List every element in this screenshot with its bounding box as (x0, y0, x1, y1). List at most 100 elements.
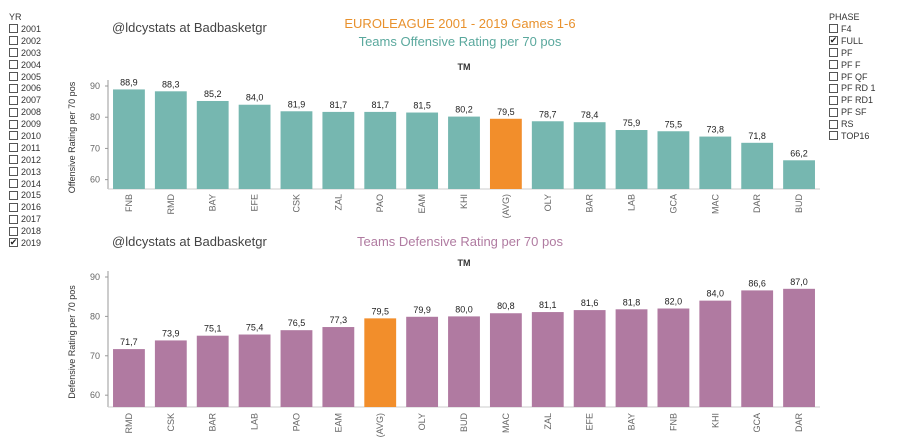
phase-option-top16[interactable]: TOP16 (829, 130, 899, 142)
year-checkbox[interactable] (9, 131, 18, 141)
phase-filter: PHASE F4 ✔ FULL PF PF F PF QF PF RD 1 PF RD1 PF … (829, 12, 899, 142)
phase-option-pf-f[interactable]: PF F (829, 59, 899, 71)
year-option-2016[interactable]: 2016 (9, 201, 69, 213)
phase-option-pf[interactable]: PF (829, 47, 899, 59)
phase-option-label: TOP16 (841, 130, 870, 141)
year-option-2004[interactable]: 2004 (9, 59, 69, 71)
y-tick-label: 90 (90, 272, 100, 282)
bar-value-label: 81,6 (581, 298, 599, 308)
year-option-2007[interactable]: 2007 (9, 94, 69, 106)
x-tick-label: (AVG) (501, 194, 511, 218)
year-checkbox[interactable] (9, 143, 18, 153)
x-tick-label: LAB (250, 413, 260, 430)
year-checkbox[interactable] (9, 119, 18, 129)
year-checkbox[interactable] (9, 155, 18, 165)
year-checkbox[interactable] (9, 190, 18, 200)
year-option-2009[interactable]: 2009 (9, 118, 69, 130)
year-option-2006[interactable]: 2006 (9, 82, 69, 94)
year-checkbox[interactable] (9, 83, 18, 93)
phase-checkbox[interactable] (829, 24, 838, 34)
year-option-2001[interactable]: 2001 (9, 23, 69, 35)
defense-chart-title: Teams Defensive Rating per 70 pos (357, 234, 563, 249)
year-checkbox[interactable] (9, 179, 18, 189)
year-checkbox[interactable] (9, 72, 18, 81)
phase-checkbox[interactable] (829, 119, 838, 129)
year-checkbox[interactable] (9, 24, 18, 34)
year-option-2018[interactable]: 2018 (9, 225, 69, 237)
bar-dar (783, 288, 815, 407)
phase-option-f4[interactable]: F4 (829, 23, 899, 35)
bar-pao (280, 330, 313, 407)
year-checkbox[interactable] (9, 167, 18, 177)
year-option-2012[interactable]: 2012 (9, 154, 69, 166)
year-checkbox[interactable] (9, 95, 18, 105)
year-checkbox[interactable] (9, 202, 18, 212)
phase-checkbox[interactable] (829, 60, 838, 70)
bar-value-label: 81,5 (413, 101, 431, 111)
year-option-2005[interactable]: 2005 (9, 71, 69, 83)
phase-filter-list: F4 ✔ FULL PF PF F PF QF PF RD 1 PF RD1 PF SF RS TO… (829, 23, 899, 142)
bar-value-label: 77,3 (330, 315, 348, 325)
year-checkbox[interactable] (9, 48, 18, 58)
bar-value-label: 75,1 (204, 324, 222, 334)
phase-option-pf-sf[interactable]: PF SF (829, 106, 899, 118)
bar-bar (196, 335, 229, 407)
x-tick-label: GCA (668, 194, 678, 214)
bar-bud (448, 316, 480, 407)
year-option-2013[interactable]: 2013 (9, 166, 69, 178)
year-checkbox[interactable] (9, 214, 18, 224)
bar-avg (364, 318, 397, 407)
bar-gca (657, 131, 690, 189)
bar-value-label: 84,0 (707, 289, 725, 299)
year-option-2017[interactable]: 2017 (9, 213, 69, 225)
bar-value-label: 71,7 (120, 337, 138, 347)
year-option-2019[interactable]: ✔ 2019 (9, 237, 69, 249)
phase-option-label: PF (841, 47, 853, 58)
year-option-2015[interactable]: 2015 (9, 189, 69, 201)
phase-option-rs[interactable]: RS (829, 118, 899, 130)
year-checkbox[interactable]: ✔ (9, 237, 18, 248)
x-tick-label: CSK (291, 194, 301, 213)
year-option-2014[interactable]: 2014 (9, 178, 69, 190)
phase-checkbox[interactable] (829, 95, 838, 105)
bar-efe (573, 310, 606, 407)
year-option-2002[interactable]: 2002 (9, 35, 69, 47)
phase-option-full[interactable]: ✔ FULL (829, 35, 899, 47)
y-tick-label: 70 (90, 351, 100, 361)
phase-checkbox[interactable] (829, 48, 838, 58)
year-checkbox[interactable] (9, 60, 18, 70)
phase-checkbox[interactable] (829, 72, 838, 81)
bar-value-label: 73,8 (707, 125, 725, 135)
phase-option-label: FULL (841, 35, 864, 46)
year-checkbox[interactable] (9, 36, 18, 46)
year-option-2003[interactable]: 2003 (9, 47, 69, 59)
bar-value-label: 80,8 (497, 301, 515, 311)
offense-chart-title: Teams Offensive Rating per 70 pos (358, 34, 562, 49)
phase-checkbox[interactable]: ✔ (829, 35, 838, 46)
phase-option-pf-rd1[interactable]: PF RD1 (829, 94, 899, 106)
x-tick-label: (AVG) (375, 413, 385, 437)
year-option-2011[interactable]: 2011 (9, 142, 69, 154)
phase-checkbox[interactable] (829, 131, 838, 141)
year-option-2010[interactable]: 2010 (9, 130, 69, 142)
bar-fnb (657, 308, 690, 407)
year-option-2008[interactable]: 2008 (9, 106, 69, 118)
x-tick-label: MAC (710, 194, 720, 215)
x-tick-label: LAB (627, 194, 637, 211)
year-filter: YR 2001 2002 2003 2004 2005 2006 2007 2008 2009 2… (9, 12, 69, 249)
y-tick-label: 60 (90, 175, 100, 185)
year-checkbox[interactable] (9, 107, 18, 117)
bar-eam (406, 112, 439, 189)
phase-option-pf-rd-1[interactable]: PF RD 1 (829, 82, 899, 94)
phase-option-pf-qf[interactable]: PF QF (829, 71, 899, 83)
x-tick-label: RMD (124, 413, 134, 434)
year-filter-list: 2001 2002 2003 2004 2005 2006 2007 2008 2009 2010… (9, 23, 69, 249)
year-checkbox[interactable] (9, 226, 18, 236)
x-tick-label: FNB (124, 194, 134, 212)
phase-checkbox[interactable] (829, 107, 838, 117)
dashboard-title: EUROLEAGUE 2001 - 2019 Games 1-6 (344, 16, 576, 31)
phase-checkbox[interactable] (829, 83, 838, 93)
bar-mac (489, 313, 522, 407)
